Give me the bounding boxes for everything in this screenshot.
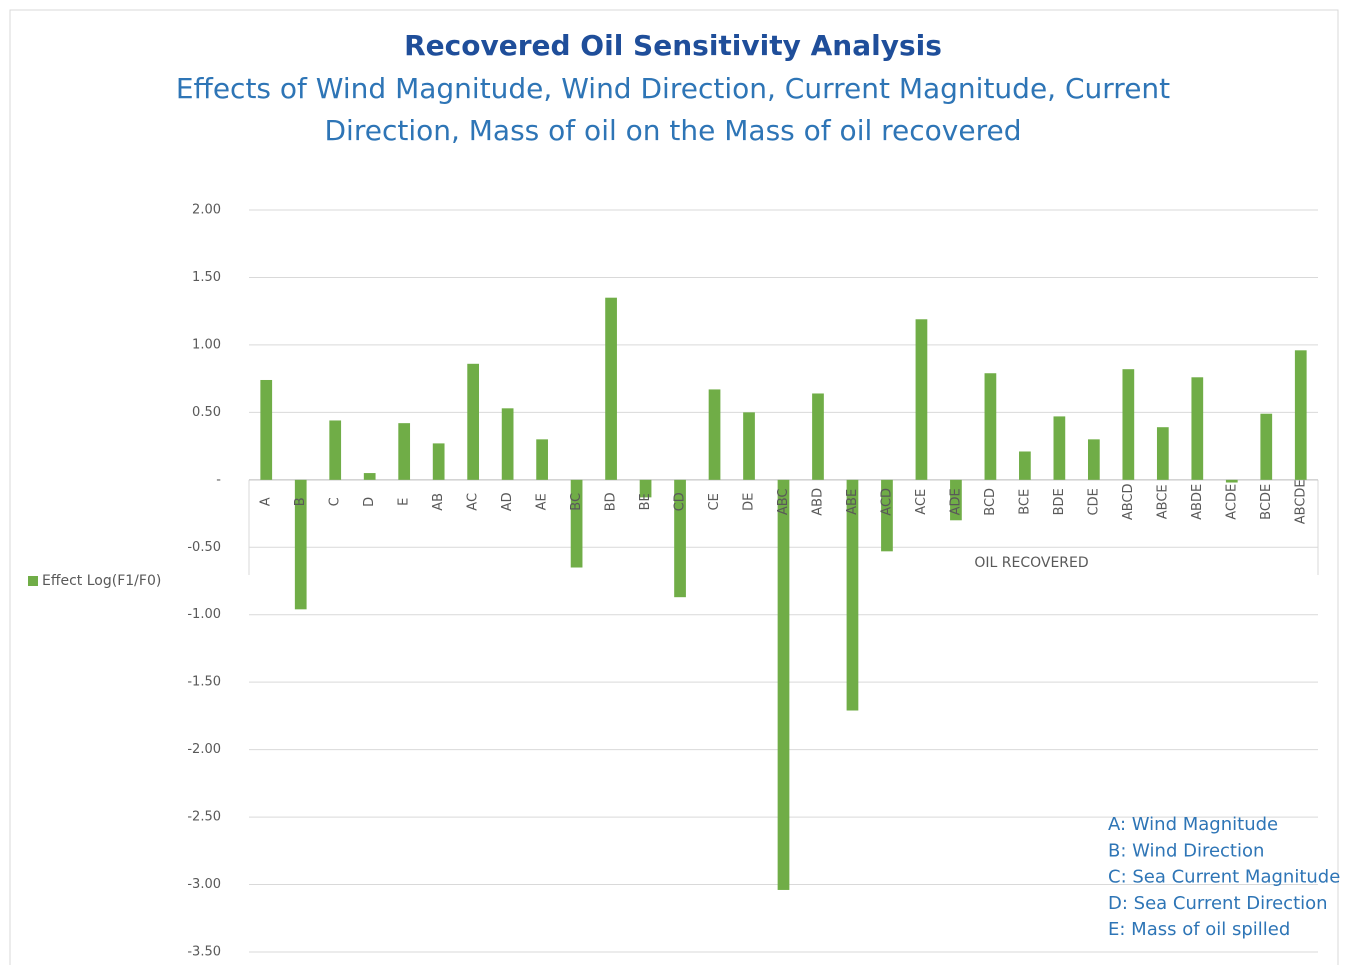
x-tick-label: BCD	[983, 488, 998, 516]
x-tick-label: CE	[707, 493, 722, 510]
bar	[398, 423, 411, 480]
x-tick-label: ACE	[914, 489, 929, 515]
bar	[812, 393, 824, 480]
x-tick-label: ACD	[879, 488, 894, 516]
axis-title-box	[248, 479, 1319, 575]
bar	[294, 479, 307, 610]
bar	[915, 319, 928, 480]
bar	[605, 297, 617, 480]
x-tick-label: ABCE	[1155, 484, 1170, 519]
x-tick-label: A	[259, 497, 274, 506]
y-tick-label: 1.00	[192, 337, 221, 352]
y-tick-label: -2.00	[187, 742, 221, 757]
x-axis-title: OIL RECOVERED	[974, 555, 1088, 571]
x-tick-label: CDE	[1086, 488, 1101, 515]
bar	[1191, 377, 1204, 480]
bar	[1260, 413, 1273, 480]
legend-swatch	[28, 576, 38, 586]
bar	[708, 389, 721, 480]
bar	[950, 479, 962, 521]
x-tick-label: BCDE	[1259, 484, 1274, 520]
bar	[1294, 350, 1307, 480]
x-tick-label: B	[293, 497, 308, 506]
bar	[1225, 479, 1238, 483]
annotation: D: Sea Current Direction	[1108, 893, 1328, 914]
y-tick-label: -	[216, 472, 221, 487]
x-tick-label: AD	[500, 492, 515, 511]
bar	[639, 479, 652, 498]
x-tick-label: BC	[569, 493, 584, 511]
bar	[1122, 369, 1135, 480]
x-tick-label: ADE	[948, 488, 963, 515]
x-tick-label: ABCD	[1121, 483, 1136, 520]
y-tick-label: -1.50	[187, 675, 221, 690]
x-tick-label: ABCDE	[1293, 479, 1308, 524]
bar	[1019, 451, 1031, 480]
x-tick-label: BDE	[1052, 488, 1067, 515]
x-tick-label: DE	[742, 493, 757, 511]
bar	[570, 479, 583, 568]
y-tick-label: -1.00	[187, 607, 221, 622]
x-tick-label: ABDE	[1190, 484, 1205, 520]
chart-title: Recovered Oil Sensitivity Analysis	[404, 29, 942, 62]
bar	[329, 420, 342, 480]
bar	[674, 479, 686, 598]
y-tick-label: 1.50	[192, 270, 221, 285]
bar	[984, 373, 997, 480]
y-tick-label: -3.00	[187, 877, 221, 892]
bar	[260, 379, 273, 480]
y-tick-label: -0.50	[187, 540, 221, 555]
chart-subtitle: Effects of Wind Magnitude, Wind Directio…	[176, 72, 1170, 105]
x-tick-label: C	[328, 497, 343, 506]
y-tick-label: 2.00	[192, 203, 221, 218]
y-tick-label: -3.50	[187, 945, 221, 960]
annotation: C: Sea Current Magnitude	[1108, 867, 1340, 888]
bar	[777, 479, 790, 890]
x-tick-label: ABC	[776, 488, 791, 515]
bar	[1053, 416, 1066, 480]
y-tick-label: -2.50	[187, 810, 221, 825]
x-tick-label: BCE	[1017, 489, 1032, 515]
bar	[881, 479, 893, 552]
chart-frame	[9, 9, 1339, 965]
x-tick-label: ACDE	[1224, 484, 1239, 520]
x-tick-label: E	[397, 498, 412, 506]
bar	[1087, 439, 1100, 480]
x-tick-label: AE	[535, 493, 550, 510]
x-tick-label: AC	[466, 493, 481, 511]
chart-subtitle: Direction, Mass of oil on the Mass of oi…	[324, 114, 1021, 147]
bar	[743, 412, 755, 480]
x-tick-label: ABD	[810, 488, 825, 516]
bar	[501, 408, 514, 480]
x-tick-label: BD	[604, 492, 619, 511]
legend-label: Effect Log(F1/F0)	[42, 573, 161, 589]
bar	[846, 479, 859, 711]
bar	[1156, 427, 1169, 480]
annotation: E: Mass of oil spilled	[1108, 919, 1290, 940]
x-tick-label: D	[362, 497, 377, 507]
annotation: B: Wind Direction	[1108, 840, 1264, 861]
x-tick-label: ABE	[845, 489, 860, 515]
annotation: A: Wind Magnitude	[1108, 814, 1278, 835]
x-tick-label: AB	[431, 493, 446, 511]
bar	[432, 443, 445, 480]
bar	[467, 363, 480, 480]
x-tick-label: CD	[673, 492, 688, 511]
bar	[536, 439, 548, 480]
x-tick-label: BE	[638, 493, 653, 510]
y-tick-label: 0.50	[192, 405, 221, 420]
bar	[363, 473, 376, 480]
